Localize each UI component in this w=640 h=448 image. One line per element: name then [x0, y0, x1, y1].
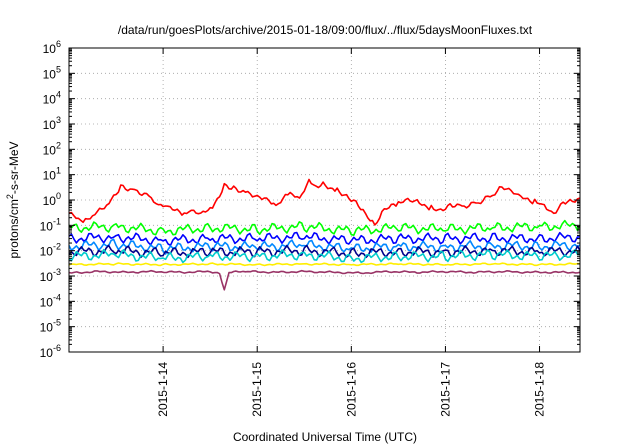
y-tick-exponent: 3: [56, 115, 61, 125]
chart-title: /data/run/goesPlots/archive/2015-01-18/0…: [118, 23, 533, 37]
y-tick-label: 10-3: [40, 267, 61, 284]
y-tick-exponent: 5: [56, 64, 61, 74]
series-line: [68, 244, 581, 259]
y-tick-exponent: -2: [53, 242, 61, 252]
y-tick-base: 10: [43, 42, 57, 56]
series-line: [68, 269, 581, 291]
grid: [69, 48, 580, 352]
y-tick-base: 10: [40, 346, 54, 360]
series-line: [68, 231, 580, 247]
series-line: [68, 219, 581, 236]
y-tick-label: 10-1: [40, 216, 61, 233]
y-axis-title-rest: -s-sr-MeV: [7, 141, 21, 194]
y-tick-base: 10: [40, 245, 54, 259]
y-tick-exponent: -6: [53, 343, 61, 353]
x-tick-label: 2015-1-14: [156, 362, 170, 417]
y-tick-exponent: -1: [53, 216, 61, 226]
y-tick-exponent: 0: [56, 191, 61, 201]
y-tick-base: 10: [43, 118, 57, 132]
y-tick-exponent: 2: [56, 140, 61, 150]
y-tick-label: 10-6: [40, 343, 61, 360]
y-tick-label: 10-5: [40, 318, 61, 335]
y-tick-base: 10: [40, 219, 54, 233]
y-tick-exponent: -4: [53, 292, 61, 302]
y-tick-label: 103: [43, 115, 61, 132]
y-tick-base: 10: [40, 295, 54, 309]
y-axis-title: protons/cm2-s-sr-MeV: [5, 141, 21, 258]
y-tick-base: 10: [43, 169, 57, 183]
series-line: [68, 178, 581, 226]
y-tick-exponent: -5: [53, 318, 61, 328]
y-tick-label: 104: [43, 90, 61, 107]
y-tick-label: 10-4: [40, 292, 61, 309]
y-tick-label: 106: [43, 39, 61, 56]
y-tick-base: 10: [43, 67, 57, 81]
y-tick-label: 101: [43, 166, 61, 183]
y-tick-exponent: 1: [56, 166, 61, 176]
y-tick-exponent: 4: [56, 90, 61, 100]
x-axis-title: Coordinated Universal Time (UTC): [233, 430, 417, 444]
y-tick-base: 10: [43, 143, 57, 157]
y-axis-title-base: protons/cm: [7, 199, 21, 258]
series-line: [68, 262, 581, 267]
series-layer: [68, 178, 581, 291]
x-axis: 2015-1-14 2015-1-15 2015-1-16 2015-1-17 2015…: [156, 48, 547, 417]
y-tick-label: 105: [43, 64, 61, 81]
y-tick-base: 10: [43, 194, 57, 208]
y-tick-label: 102: [43, 140, 61, 157]
y-tick-label: 10-2: [40, 242, 61, 259]
x-tick-label: 2015-1-16: [344, 362, 358, 417]
y-tick-exponent: 6: [56, 39, 61, 49]
series-line: [68, 238, 581, 255]
y-tick-exponent: -3: [53, 267, 61, 277]
y-tick-base: 10: [40, 321, 54, 335]
series-line: [68, 248, 581, 264]
x-tick-label: 2015-1-18: [533, 362, 547, 417]
x-tick-label: 2015-1-15: [250, 362, 264, 417]
y-tick-label: 100: [43, 191, 61, 208]
y-tick-base: 10: [40, 270, 54, 284]
y-tick-base: 10: [43, 93, 57, 107]
x-tick-label: 2015-1-17: [438, 362, 452, 417]
y-axis-title-sup: 2: [5, 194, 15, 199]
y-axis: 10610510410310210110010-110-210-310-410-…: [40, 39, 580, 360]
